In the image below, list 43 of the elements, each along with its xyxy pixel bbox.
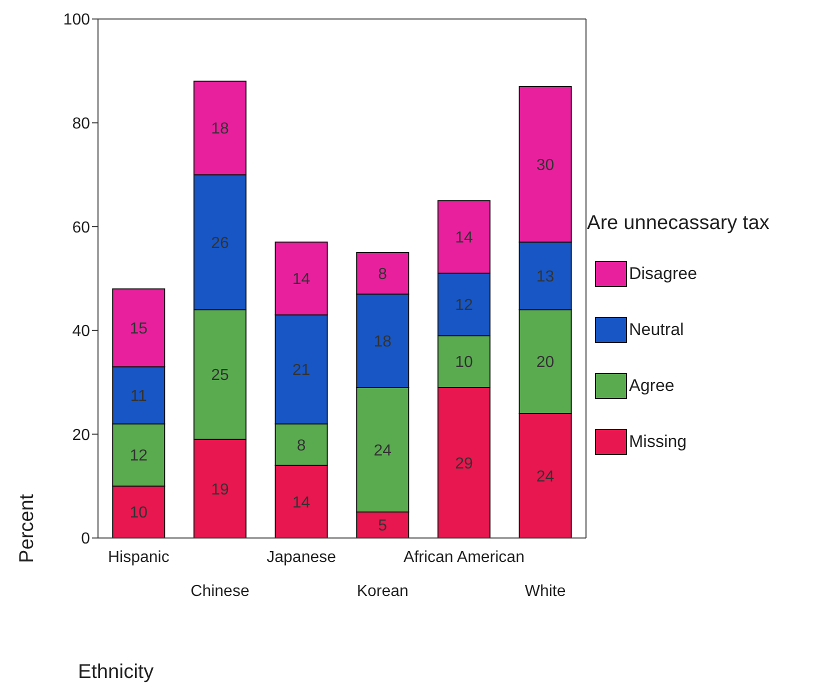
- data-label: 18: [374, 333, 392, 350]
- y-axis-title: Percent: [16, 494, 38, 563]
- y-tick-label: 40: [72, 323, 90, 340]
- x-tick-label: Chinese: [190, 583, 250, 600]
- data-label: 10: [130, 504, 148, 522]
- legend-label: Neutral: [629, 320, 684, 340]
- legend-label: Agree: [629, 376, 674, 396]
- data-label: 20: [536, 354, 554, 372]
- y-tick-label: 20: [72, 426, 90, 444]
- data-label: 29: [455, 455, 473, 472]
- legend-label: Missing: [629, 432, 687, 452]
- data-label: 24: [536, 468, 554, 486]
- y-tick-label: 60: [72, 219, 90, 236]
- data-label: 24: [374, 442, 392, 460]
- y-tick-label: 0: [81, 530, 90, 548]
- data-label: 8: [296, 437, 306, 454]
- data-label: 13: [536, 268, 554, 286]
- x-tick-label: African American: [404, 549, 524, 566]
- data-label: 10: [455, 354, 473, 372]
- data-label: 14: [292, 271, 310, 288]
- data-label: 14: [455, 230, 473, 247]
- data-label: 30: [536, 157, 554, 174]
- y-tick-label: 100: [63, 12, 90, 29]
- x-tick-label: Hispanic: [108, 549, 170, 566]
- data-label: 8: [378, 266, 388, 283]
- x-axis-title: Ethnicity: [78, 661, 154, 683]
- data-label: 12: [130, 448, 148, 465]
- data-label: 25: [211, 367, 229, 384]
- data-label: 11: [130, 388, 148, 405]
- data-label: 5: [378, 518, 388, 535]
- data-label: 19: [211, 481, 229, 498]
- legend-label: Disagree: [629, 264, 698, 284]
- data-label: 18: [211, 120, 229, 138]
- data-label: 14: [292, 494, 310, 512]
- legend-title: Are unnecassary tax: [587, 212, 770, 234]
- data-label: 12: [455, 297, 473, 314]
- x-tick-label: Korean: [356, 583, 408, 600]
- x-tick-label: Japanese: [266, 549, 336, 566]
- data-label: 21: [292, 362, 310, 380]
- x-tick-label: White: [524, 583, 566, 600]
- data-label: 26: [211, 234, 229, 252]
- data-label: 15: [130, 320, 148, 338]
- y-tick-label: 80: [72, 115, 90, 132]
